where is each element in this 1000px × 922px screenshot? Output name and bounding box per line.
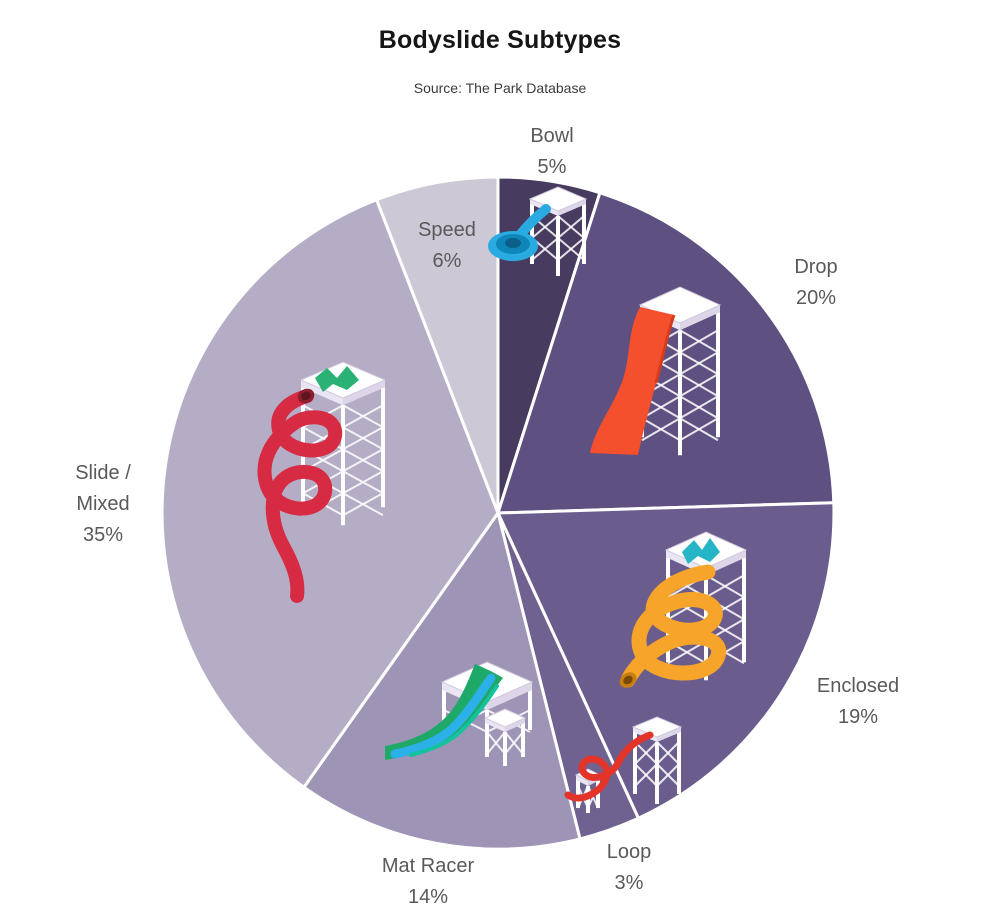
chart-source-subtitle: Source: The Park Database — [413, 80, 587, 96]
slice-name: Mat Racer — [381, 855, 475, 877]
yellow-tube — [620, 564, 727, 688]
label-mat-racer: Mat Racer 14% — [382, 851, 474, 913]
label-drop: Drop 20% — [794, 252, 837, 314]
drop-slide-illustration — [590, 286, 722, 456]
pie-slice-mat-racer — [302, 511, 582, 851]
tube-opening-inner — [623, 675, 633, 685]
mat-racer-slide-illustration — [385, 661, 534, 766]
slice-percent: 5% — [537, 156, 567, 178]
slice-percent: 19% — [837, 706, 879, 728]
label-speed: Speed 6% — [418, 215, 476, 277]
teal-lane — [409, 684, 499, 757]
teal-splash — [682, 538, 720, 564]
label-slide-mixed: Slide / Mixed 35% — [75, 458, 131, 551]
label-loop: Loop 3% — [607, 837, 652, 899]
chart-title: Bodyslide Subtypes — [378, 26, 622, 54]
slice-name: Loop — [606, 841, 652, 863]
green-splash — [315, 366, 359, 392]
slice-name: Drop — [794, 256, 838, 278]
label-enclosed: Enclosed 19% — [817, 671, 899, 733]
slice-name: Slide / Mixed — [75, 462, 131, 515]
mixed-spiral-slide-illustration — [257, 361, 387, 603]
tube-opening-inner — [301, 391, 311, 401]
green-slide-ribbon — [385, 664, 503, 760]
slice-percent: 20% — [795, 287, 837, 309]
blue-lane — [390, 673, 496, 759]
slice-percent: 6% — [432, 250, 462, 272]
slice-name: Speed — [418, 219, 476, 241]
bowl-funnel-slide-illustration — [488, 186, 588, 276]
enclosed-spiral-slide-illustration — [619, 531, 748, 688]
slice-percent: 3% — [614, 872, 644, 894]
loop-slide-illustration — [564, 716, 683, 813]
pie-slice-enclosed — [496, 501, 836, 820]
slide-edge — [654, 314, 676, 384]
slice-name: Bowl — [530, 125, 574, 147]
slide-tower — [631, 716, 683, 804]
pie-slice-speed — [375, 175, 500, 515]
orange-slide-ribbon — [590, 307, 674, 455]
red-loop-tube — [564, 731, 654, 802]
slide-tower — [483, 708, 527, 766]
slice-percent: 35% — [82, 524, 124, 546]
red-tube — [257, 389, 343, 603]
slide-tower — [528, 186, 588, 276]
bowl-hole — [505, 238, 521, 248]
pie-slice-drop — [496, 191, 836, 515]
slice-name: Enclosed — [816, 675, 900, 697]
slice-percent: 14% — [407, 886, 449, 908]
label-bowl: Bowl 5% — [530, 121, 573, 183]
